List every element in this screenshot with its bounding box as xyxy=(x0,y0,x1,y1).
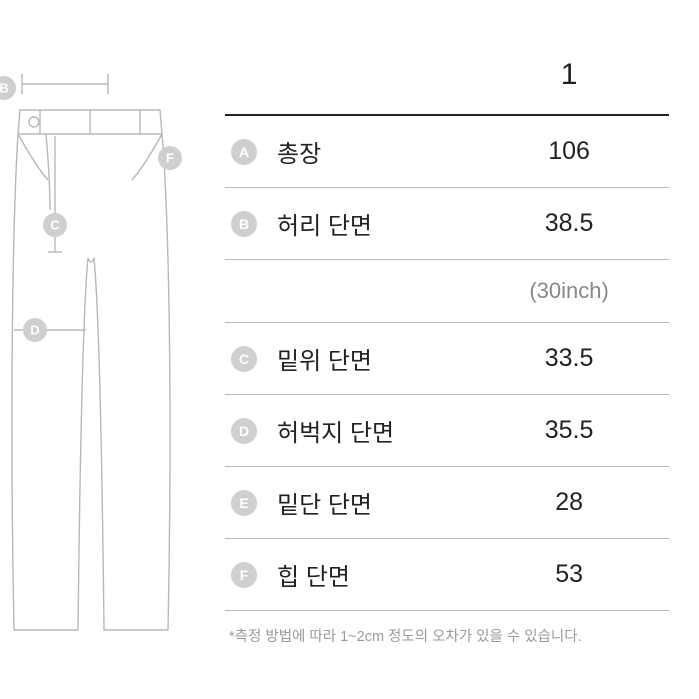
header-blank xyxy=(225,40,469,115)
size-row-label: A 총장 xyxy=(225,115,469,188)
marker-badge: E xyxy=(231,490,257,516)
size-row-label-text: 총장 xyxy=(277,141,321,168)
size-row-label: B 허리 단면 xyxy=(225,188,469,260)
size-row-label xyxy=(225,260,469,323)
size-row-label-text: 힙 단면 xyxy=(277,564,350,591)
svg-text:B: B xyxy=(0,81,9,96)
marker-badge: F xyxy=(231,562,257,588)
marker-badge: D xyxy=(231,418,257,444)
size-row-value: 28 xyxy=(469,467,669,539)
size-row: E 밑단 단면 28 xyxy=(225,467,669,539)
size-row-value: 106 xyxy=(469,115,669,188)
size-row-label: D 허벅지 단면 xyxy=(225,395,469,467)
size-row-label-text: 허리 단면 xyxy=(277,213,372,240)
size-row-label-text: 밑단 단면 xyxy=(277,492,372,519)
size-row-value: 53 xyxy=(469,539,669,611)
size-row-value: 33.5 xyxy=(469,323,669,395)
size-row-value: (30inch) xyxy=(469,260,669,323)
size-row: F 힙 단면 53 xyxy=(225,539,669,611)
size-row-label: F 힙 단면 xyxy=(225,539,469,611)
marker-badge: A xyxy=(231,139,257,165)
marker-badge: C xyxy=(231,346,257,372)
measurement-footnote: *측정 방법에 따라 1~2cm 정도의 오차가 있을 수 있습니다. xyxy=(225,625,669,646)
size-row: C 밑위 단면 33.5 xyxy=(225,323,669,395)
svg-text:F: F xyxy=(166,151,174,166)
svg-text:C: C xyxy=(50,218,60,233)
size-row-label-text: 밑위 단면 xyxy=(277,348,372,375)
size-table-wrapper: 1 A 총장 106 B 허리 단면 38.5(30inch) C 밑위 단면 33.5 D 허벅지… xyxy=(200,0,699,699)
marker-badge: B xyxy=(231,211,257,237)
size-row-value: 38.5 xyxy=(469,188,669,260)
size-row-label: E 밑단 단면 xyxy=(225,467,469,539)
size-row-label-text: 허벅지 단면 xyxy=(277,420,394,447)
pants-diagram: B F C D xyxy=(0,0,200,699)
size-row: A 총장 106 xyxy=(225,115,669,188)
size-chart-container: B F C D 1 A 총장 106 B 허리 단면 38.5(30inch) C 밑위 단면… xyxy=(0,0,699,699)
size-table: 1 A 총장 106 B 허리 단면 38.5(30inch) C 밑위 단면 33.5 D 허벅지… xyxy=(225,40,669,611)
size-row: (30inch) xyxy=(225,260,669,323)
header-size: 1 xyxy=(469,40,669,115)
size-row: D 허벅지 단면 35.5 xyxy=(225,395,669,467)
size-row-label: C 밑위 단면 xyxy=(225,323,469,395)
size-row-value: 35.5 xyxy=(469,395,669,467)
svg-text:D: D xyxy=(30,323,39,338)
size-row: B 허리 단면 38.5 xyxy=(225,188,669,260)
